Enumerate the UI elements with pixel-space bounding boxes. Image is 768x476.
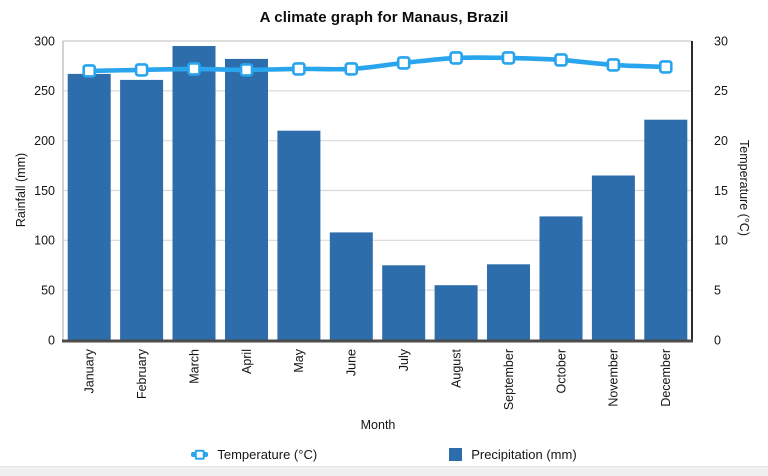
precipitation-bar-may <box>277 130 321 340</box>
y-left-tick-300: 300 <box>34 34 55 48</box>
x-tick-november: November <box>607 349 621 407</box>
x-tick-may: May <box>292 348 306 372</box>
y-left-tick-0: 0 <box>48 333 55 347</box>
y-right-tick-20: 20 <box>714 134 728 148</box>
temperature-marker-september <box>501 51 516 65</box>
chart-legend: Temperature (°C) Precipitation (mm) <box>0 447 768 462</box>
x-tick-june: June <box>345 349 359 376</box>
precipitation-bar-january <box>67 73 111 341</box>
temperature-marker-january <box>82 64 96 78</box>
y-right-tick-5: 5 <box>714 284 721 298</box>
y-right-tick-0: 0 <box>714 333 721 347</box>
precipitation-bar-november <box>591 175 635 340</box>
legend-precipitation-label: Precipitation (mm) <box>471 447 577 462</box>
precipitation-bar-august <box>434 285 478 340</box>
temperature-marker-october <box>554 53 568 67</box>
y-right-tick-25: 25 <box>714 84 728 98</box>
precipitation-bar-june <box>329 232 373 340</box>
precipitation-bar-december <box>644 119 688 340</box>
precipitation-bar-april <box>225 58 268 341</box>
precipitation-bar-february <box>120 79 164 341</box>
legend-item-temperature: Temperature (°C) <box>191 447 317 462</box>
chart-title: A climate graph for Manaus, Brazil <box>259 9 509 26</box>
precipitation-bar-july <box>382 265 426 341</box>
x-tick-december: December <box>659 349 673 407</box>
precipitation-bar-october <box>539 216 583 340</box>
x-tick-october: October <box>554 349 568 393</box>
x-axis-title: Month <box>360 418 396 432</box>
temperature-marker-june <box>344 62 359 76</box>
temperature-marker-november <box>606 58 621 72</box>
x-tick-september: September <box>502 349 516 410</box>
x-tick-march: March <box>187 349 201 384</box>
x-tick-july: July <box>397 348 411 371</box>
precipitation-bar-march <box>172 46 216 340</box>
y-axis-right-title: Temperature (°C) <box>737 140 751 236</box>
temperature-marker-march <box>187 62 201 76</box>
x-tick-january: January <box>83 348 97 393</box>
temperature-marker-december <box>658 60 673 74</box>
legend-temperature-label: Temperature (°C) <box>217 447 318 462</box>
x-tick-april: April <box>240 349 254 374</box>
temperature-marker-august <box>449 51 463 65</box>
legend-item-precipitation: Precipitation (mm) <box>449 447 577 462</box>
precipitation-bar-swatch-icon <box>449 448 463 461</box>
y-right-tick-30: 30 <box>714 34 728 48</box>
temperature-marker-july <box>396 56 411 70</box>
y-left-tick-150: 150 <box>34 184 55 198</box>
y-left-tick-250: 250 <box>34 84 55 98</box>
y-left-tick-200: 200 <box>34 134 55 148</box>
y-right-tick-15: 15 <box>714 184 728 198</box>
y-left-tick-50: 50 <box>41 284 55 298</box>
x-tick-august: August <box>449 348 463 387</box>
x-tick-february: February <box>135 348 149 399</box>
y-axis-left-title: Rainfall (mm) <box>14 152 28 228</box>
bottom-strip <box>0 466 768 476</box>
temperature-marker-february <box>134 63 149 77</box>
temperature-line-swatch-icon <box>191 449 209 460</box>
y-right-tick-10: 10 <box>714 234 728 248</box>
y-left-tick-100: 100 <box>34 234 55 248</box>
temperature-marker-may <box>292 62 306 76</box>
precipitation-bar-september <box>487 264 530 340</box>
temperature-marker-april <box>239 63 254 77</box>
